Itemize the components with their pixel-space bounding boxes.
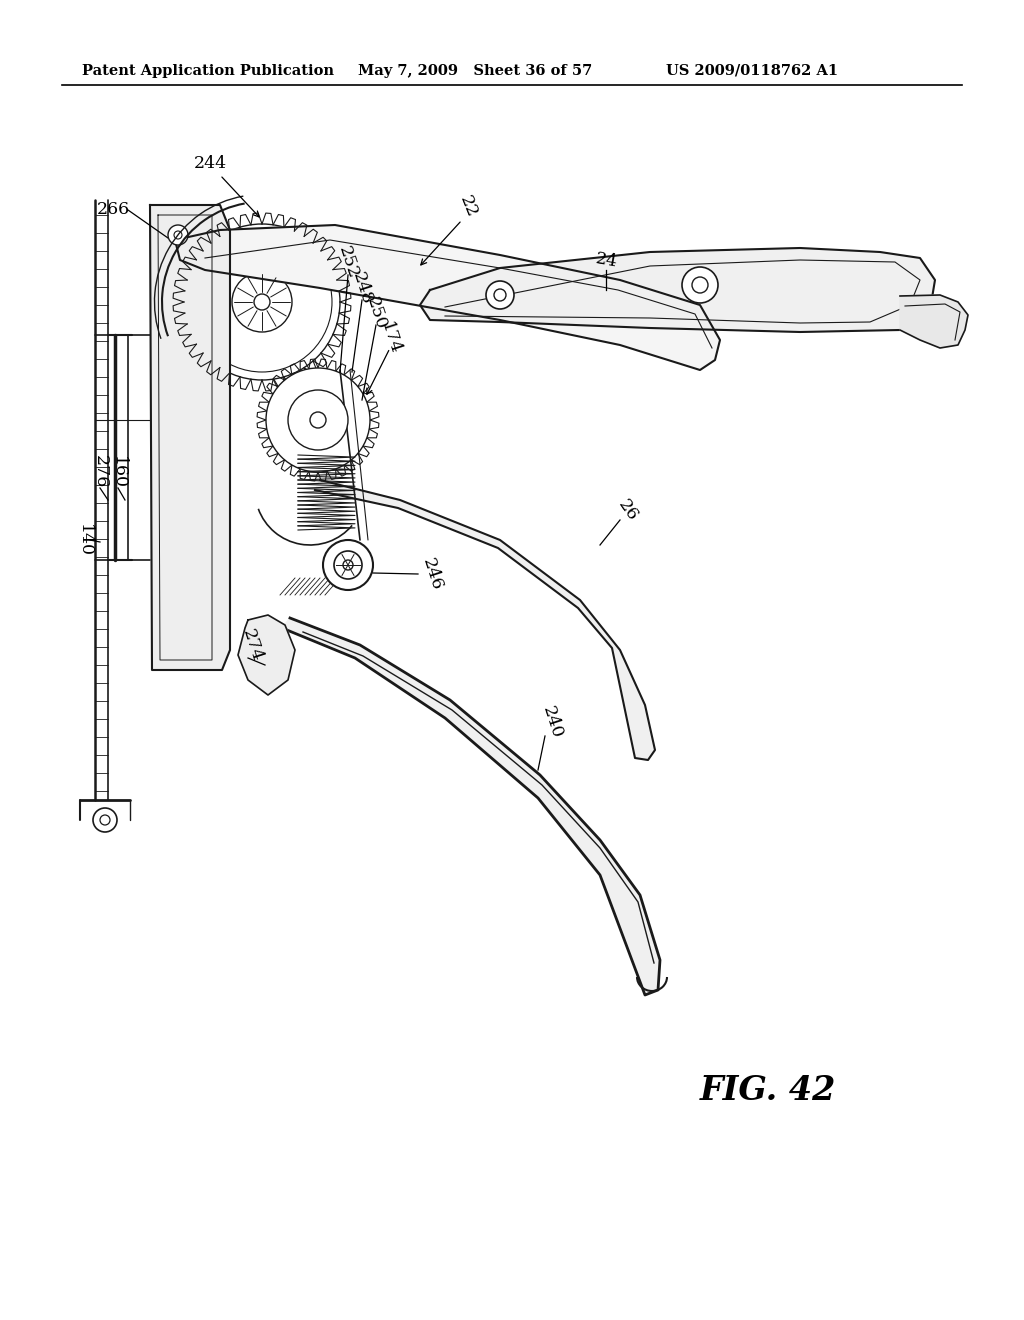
- Text: 266: 266: [96, 202, 130, 219]
- Circle shape: [494, 289, 506, 301]
- Circle shape: [343, 560, 353, 570]
- Circle shape: [266, 368, 370, 473]
- Text: 244: 244: [194, 154, 226, 172]
- Text: Patent Application Publication: Patent Application Publication: [82, 63, 334, 78]
- Text: 276: 276: [91, 455, 109, 488]
- Polygon shape: [150, 205, 230, 671]
- Circle shape: [193, 232, 332, 372]
- Circle shape: [100, 814, 110, 825]
- Text: 140: 140: [76, 524, 92, 557]
- Circle shape: [682, 267, 718, 304]
- Text: 250: 250: [362, 294, 389, 331]
- Text: FIG. 42: FIG. 42: [700, 1074, 837, 1107]
- Text: May 7, 2009   Sheet 36 of 57: May 7, 2009 Sheet 36 of 57: [358, 63, 592, 78]
- Text: 22: 22: [456, 194, 480, 220]
- Circle shape: [486, 281, 514, 309]
- Polygon shape: [900, 294, 968, 348]
- Circle shape: [174, 231, 182, 239]
- Text: 248: 248: [349, 269, 375, 306]
- Circle shape: [334, 550, 362, 579]
- Circle shape: [692, 277, 708, 293]
- Polygon shape: [420, 248, 935, 333]
- Polygon shape: [282, 618, 660, 995]
- Text: 26: 26: [614, 496, 641, 524]
- Text: US 2009/0118762 A1: US 2009/0118762 A1: [666, 63, 838, 78]
- Text: 274: 274: [239, 627, 265, 664]
- Circle shape: [93, 808, 117, 832]
- Polygon shape: [315, 480, 655, 760]
- Circle shape: [168, 224, 188, 246]
- Circle shape: [310, 412, 326, 428]
- Text: 240: 240: [539, 704, 565, 741]
- Circle shape: [323, 540, 373, 590]
- Text: 174: 174: [377, 319, 403, 356]
- Circle shape: [288, 389, 348, 450]
- Circle shape: [254, 294, 270, 310]
- Circle shape: [232, 272, 292, 333]
- Polygon shape: [175, 224, 720, 370]
- Text: 252: 252: [335, 243, 361, 280]
- Polygon shape: [238, 615, 295, 696]
- Text: 246: 246: [419, 556, 445, 593]
- Text: 24: 24: [594, 249, 618, 271]
- Text: 160: 160: [110, 455, 127, 488]
